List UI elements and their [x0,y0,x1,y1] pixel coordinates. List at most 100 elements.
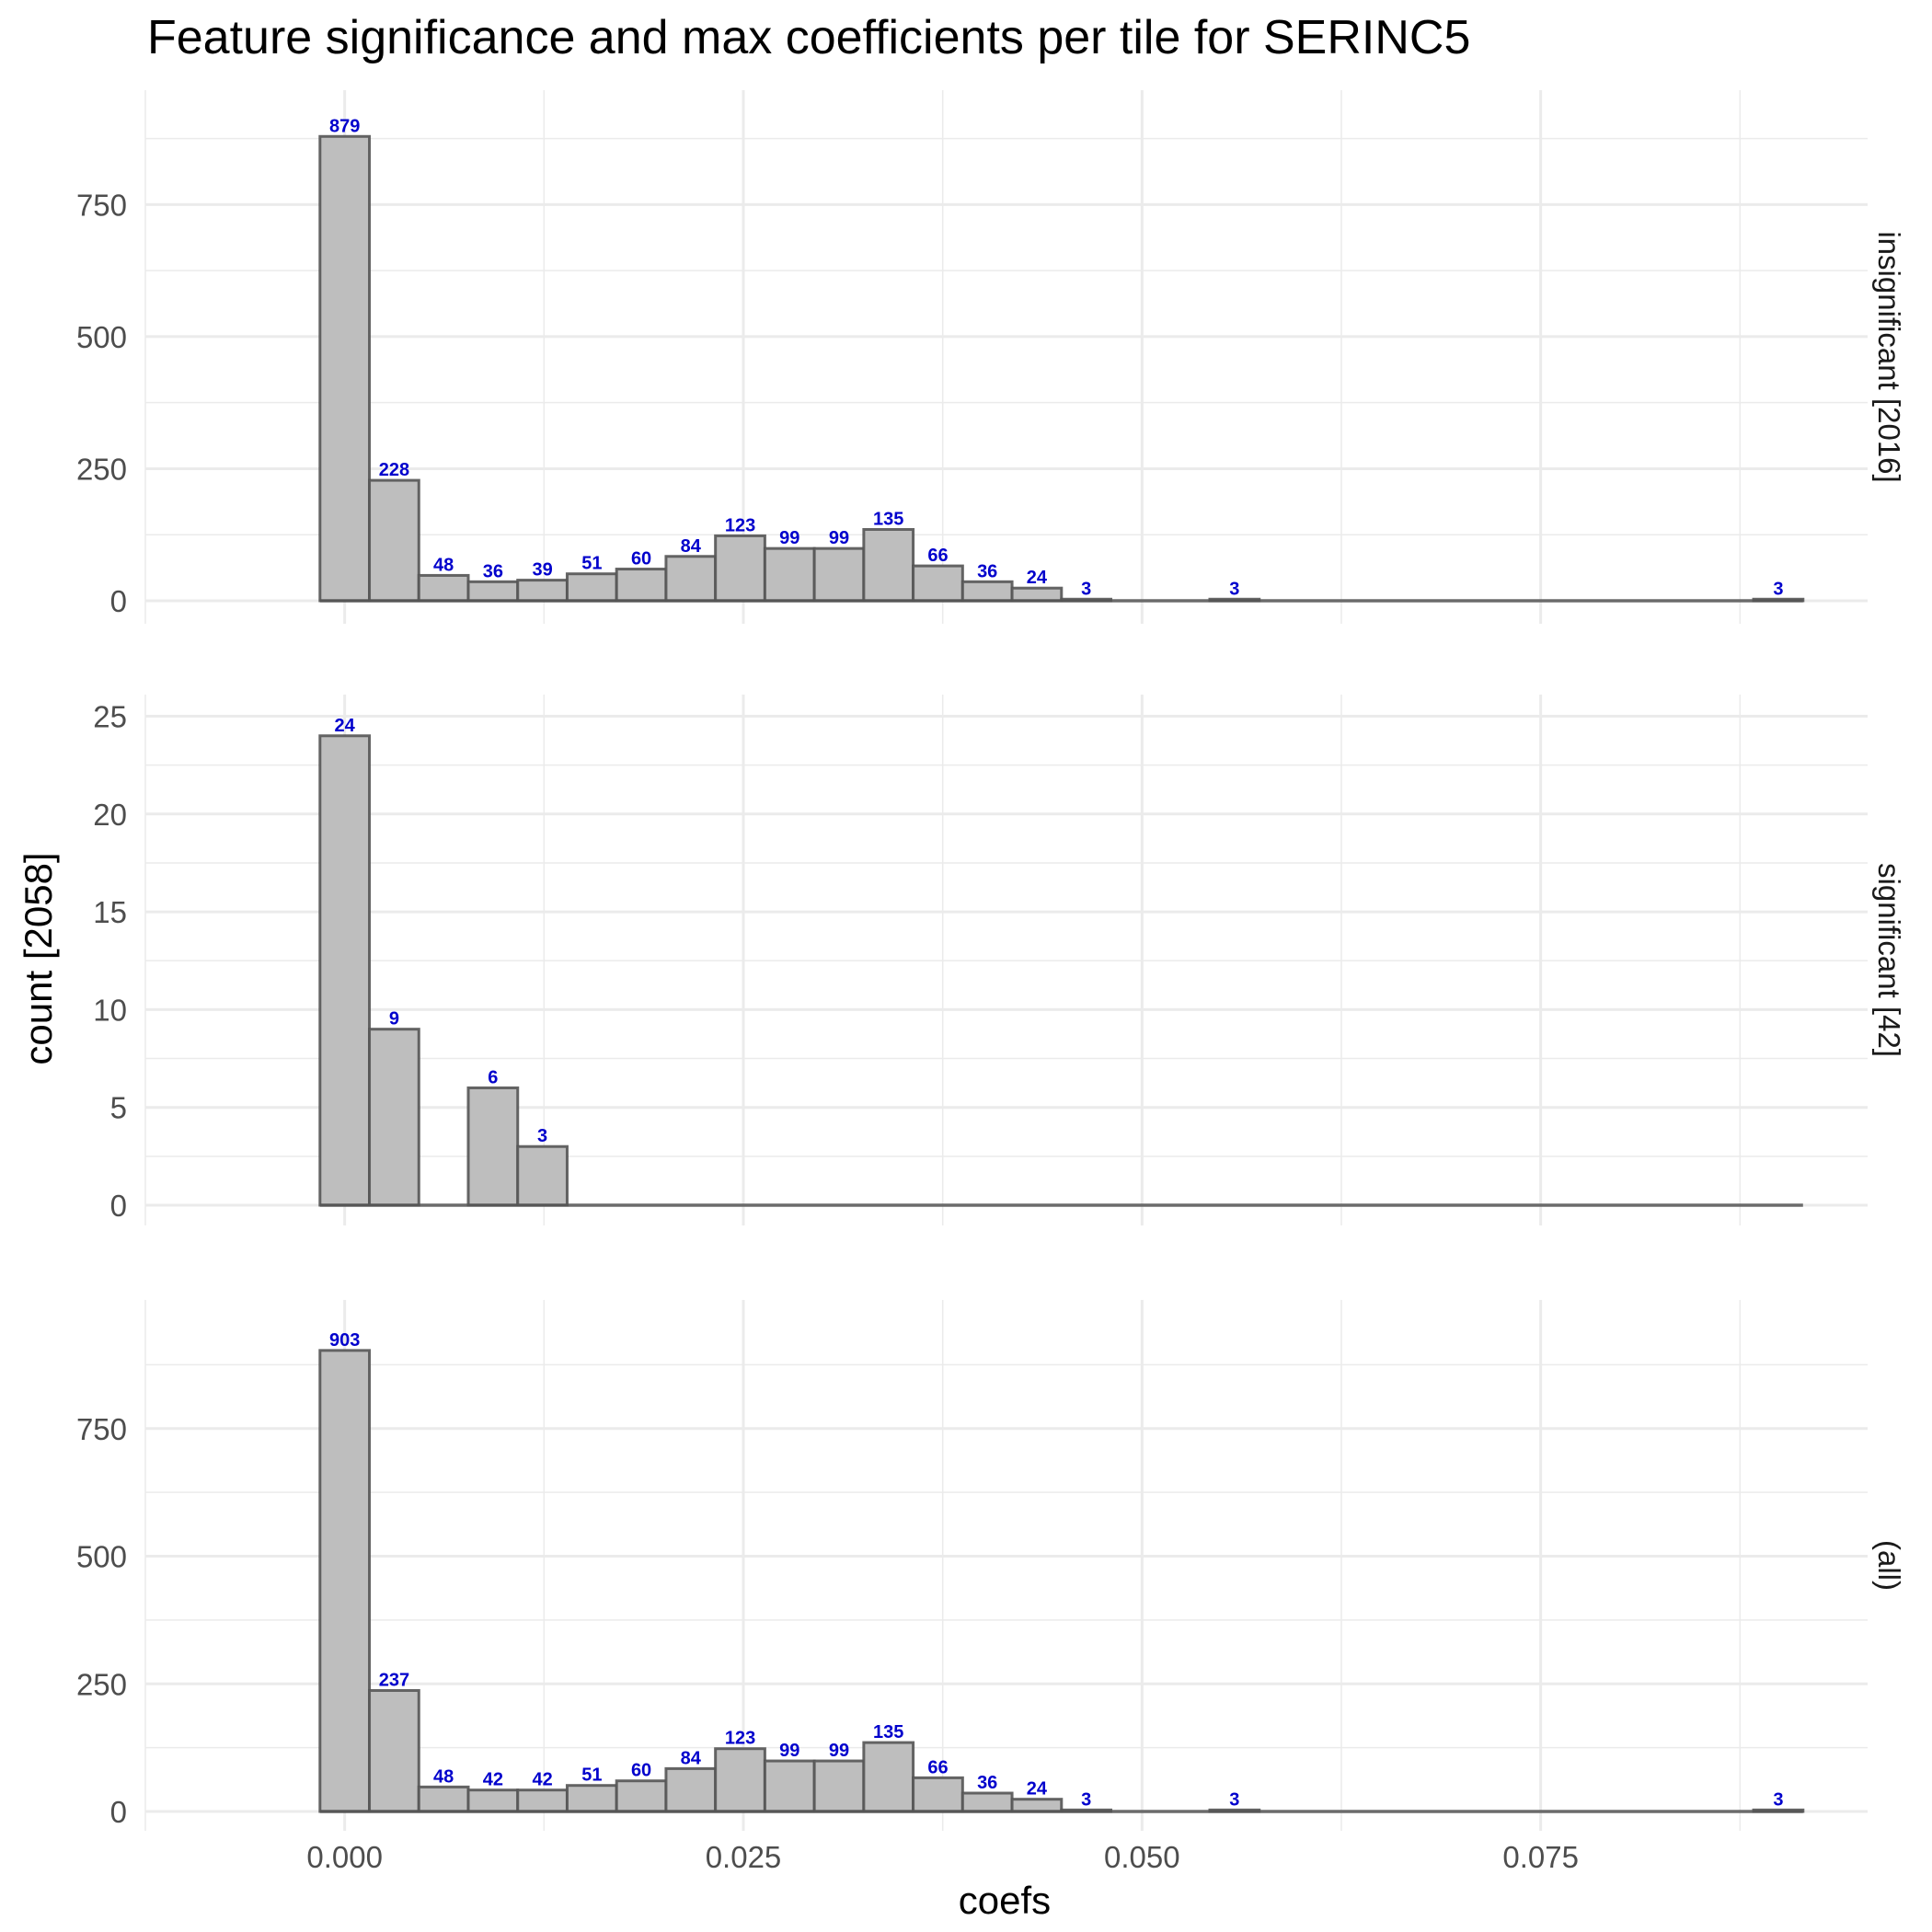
facet-strip-label: insignificant [2016] [1872,231,1906,482]
y-tick-label: 250 [76,452,127,486]
bar-count-label: 3 [1081,1789,1091,1810]
bar-count-label: 9 [389,1009,399,1029]
bar-count-label: 24 [1027,1779,1048,1800]
histogram-bar [368,1688,420,1813]
bar-count-label: 3 [1773,1789,1783,1810]
bar-count-label: 3 [1229,579,1239,599]
bar-count-label: 99 [779,1741,799,1761]
histogram-bar [417,573,470,603]
x-tick-label: 0.075 [1502,1840,1579,1874]
histogram-bar [912,564,964,603]
y-tick-label: 500 [76,1540,127,1574]
facet-panel-3: 0 250 500 750 903 237 48 42 42 51 60 84 123 99 99 135 66… [76,1300,1906,1831]
bar-count-label: 3 [1081,579,1091,599]
bar-count-label: 135 [873,1722,903,1742]
y-tick-label: 25 [93,700,127,734]
y-axis-title: count [2058] [17,852,60,1064]
y-tick-label: 500 [76,320,127,354]
bar-count-label: 903 [329,1330,360,1351]
histogram-bar [1010,586,1064,603]
bar-count-label: 36 [483,561,503,581]
histogram-bar [763,546,816,603]
facet-strip-label: (all) [1872,1540,1906,1591]
facet-panel-2: 0 5 10 15 20 25 24 9 6 3 significant [42] [93,695,1906,1225]
histogram-bar [912,1776,964,1813]
bar-count-label: 66 [927,546,948,566]
facet-strip-label: significant [42] [1872,863,1906,1057]
y-tick-label: 250 [76,1667,127,1701]
bar-count-label: 84 [681,536,702,557]
bar-count-label: 24 [1027,568,1048,588]
bar-count-label: 3 [1773,579,1783,599]
bar-count-label: 123 [725,1729,755,1749]
histogram-bar [763,1759,816,1813]
bar-count-label: 84 [681,1748,702,1768]
histogram-bar [960,1791,1014,1813]
y-tick-label: 20 [93,798,127,832]
histogram-bar [466,580,520,603]
histogram-bar [664,1766,718,1813]
histogram-bar [368,478,420,603]
y-tick-label: 750 [76,188,127,222]
y-tick-label: 10 [93,993,127,1027]
facet-panel-1: 0 250 500 750 879 228 48 36 39 51 60 84 123 99 99 135 66… [76,90,1906,624]
x-tick-label: 0.050 [1104,1840,1180,1874]
bar-count-label: 237 [379,1670,409,1690]
bar-count-label: 99 [779,528,799,548]
x-tick-label: 0.025 [706,1840,782,1874]
histogram-bar [812,546,866,603]
bar-count-label: 879 [329,116,360,136]
histogram-bar [714,534,766,603]
y-tick-label: 750 [76,1412,127,1446]
bar-count-label: 99 [829,528,849,548]
bar-count-label: 36 [977,1773,997,1793]
bar-count-label: 3 [537,1126,547,1146]
histogram-bar [368,1028,420,1207]
bar-count-label: 99 [829,1741,849,1761]
y-tick-label: 5 [110,1091,127,1125]
bar-count-label: 48 [433,1766,454,1787]
histogram-bar [516,1788,569,1813]
histogram-bar [664,555,718,603]
y-tick-label: 0 [110,584,127,618]
histogram-bar [516,579,569,603]
bar-count-label: 42 [532,1770,552,1790]
histogram-bar [565,572,618,603]
bar-count-label: 6 [488,1067,498,1087]
histogram-bar [862,527,915,603]
bar-count-label: 39 [532,560,552,581]
bar-count-label: 42 [483,1770,503,1790]
histogram-bar [812,1759,866,1813]
histogram-bar [1010,1798,1064,1813]
x-axis-title: coefs [959,1879,1051,1922]
bar-count-label: 60 [631,549,651,569]
histogram-bar [862,1741,915,1813]
histogram-bar [714,1747,766,1813]
bar-count-label: 48 [433,555,454,575]
bar-count-label: 135 [873,509,903,529]
histogram-bar [318,1349,372,1813]
bars [318,1349,1805,1813]
histogram-bar [516,1144,569,1207]
bar-count-label: 60 [631,1761,651,1781]
histogram-bar [318,134,372,603]
histogram-bar [466,1086,520,1207]
histogram-bar [565,1784,618,1813]
histogram-bar [318,734,372,1207]
y-tick-label: 0 [110,1189,127,1223]
histogram-bar [615,1779,668,1813]
bar-count-label: 228 [379,460,409,480]
bars [318,734,569,1207]
histogram-bar [466,1788,520,1813]
histogram-bar [960,580,1014,603]
bar-count-label: 3 [1229,1789,1239,1810]
bars [318,134,1805,603]
histogram-bar [615,568,668,603]
bar-count-label: 51 [581,1765,602,1786]
x-tick-label: 0.000 [306,1840,383,1874]
histogram-bar [417,1785,470,1813]
y-tick-label: 15 [93,895,127,929]
bar-count-label: 51 [581,554,602,574]
